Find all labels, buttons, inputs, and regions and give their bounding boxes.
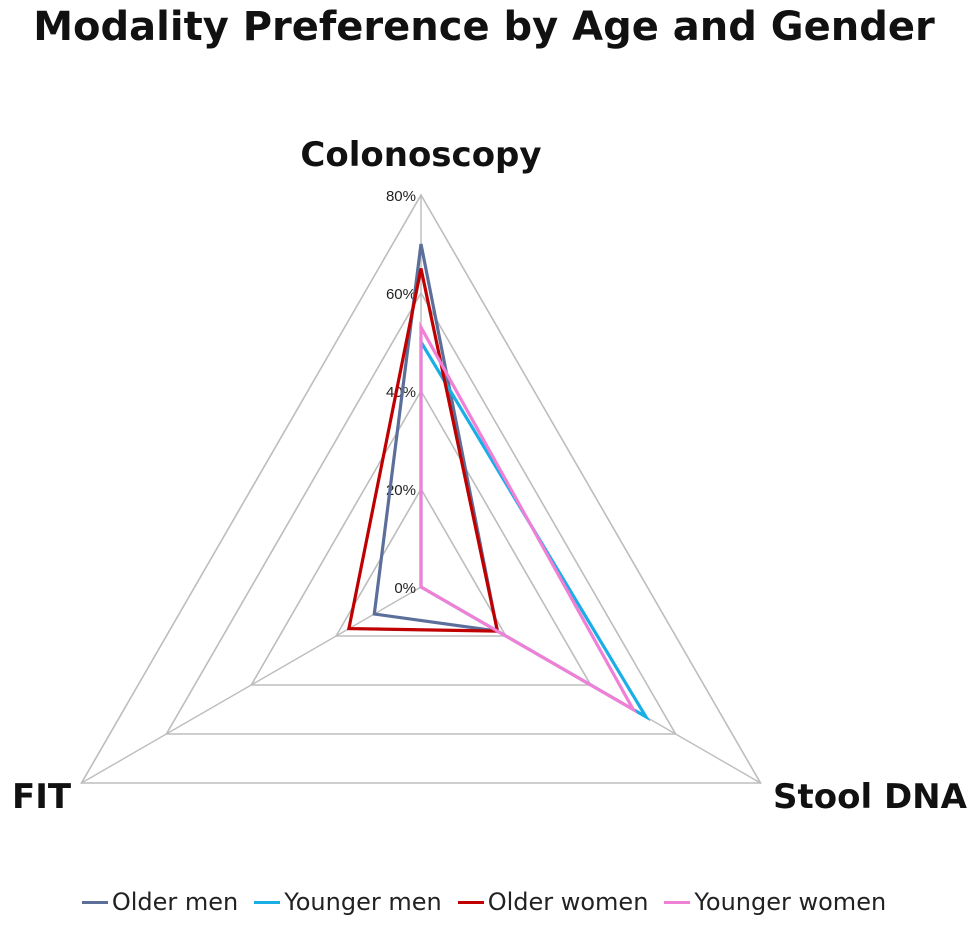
- grid-ring-20: [334, 487, 508, 637]
- chart-legend: Older men Younger men Older women Younge…: [0, 888, 968, 916]
- axis-label-colonoscopy: Colonoscopy: [300, 135, 541, 175]
- tick-label-60: 60%: [386, 286, 416, 303]
- legend-swatch-younger-men: [254, 900, 281, 904]
- series-older-women: [346, 268, 500, 633]
- radar-series: [346, 243, 651, 722]
- series-younger-women: [419, 321, 638, 714]
- legend-item-younger-men: Younger men: [254, 888, 442, 916]
- grid-ring-40: [249, 389, 593, 686]
- tick-label-0: 0%: [394, 580, 416, 597]
- chart-title: Modality Preference by Age and Gender: [33, 4, 935, 50]
- legend-label-younger-men: Younger men: [284, 888, 442, 916]
- tick-label-20: 20%: [386, 482, 416, 499]
- legend-item-older-men: Older men: [81, 888, 239, 916]
- legend-swatch-younger-women: [664, 900, 691, 904]
- grid-ring-80: [80, 193, 762, 784]
- legend-item-older-women: Older women: [457, 888, 649, 916]
- legend-item-younger-women: Younger women: [664, 888, 886, 916]
- axis-label-fit: FIT: [12, 777, 72, 817]
- grid-spoke-2: [81, 586, 422, 784]
- series-older-men: [372, 243, 500, 633]
- legend-label-older-women: Older women: [487, 888, 649, 916]
- grid-ring-60: [165, 291, 677, 735]
- legend-label-older-men: Older men: [111, 888, 239, 916]
- legend-swatch-older-women: [457, 900, 484, 904]
- radar-chart: 0%20%40%60%80% Colonoscopy Stool DNA FIT: [12, 135, 968, 817]
- tick-label-80: 80%: [386, 188, 416, 205]
- axis-label-stool-dna: Stool DNA: [773, 777, 968, 817]
- legend-swatch-older-men: [81, 900, 108, 904]
- legend-label-younger-women: Younger women: [694, 888, 887, 916]
